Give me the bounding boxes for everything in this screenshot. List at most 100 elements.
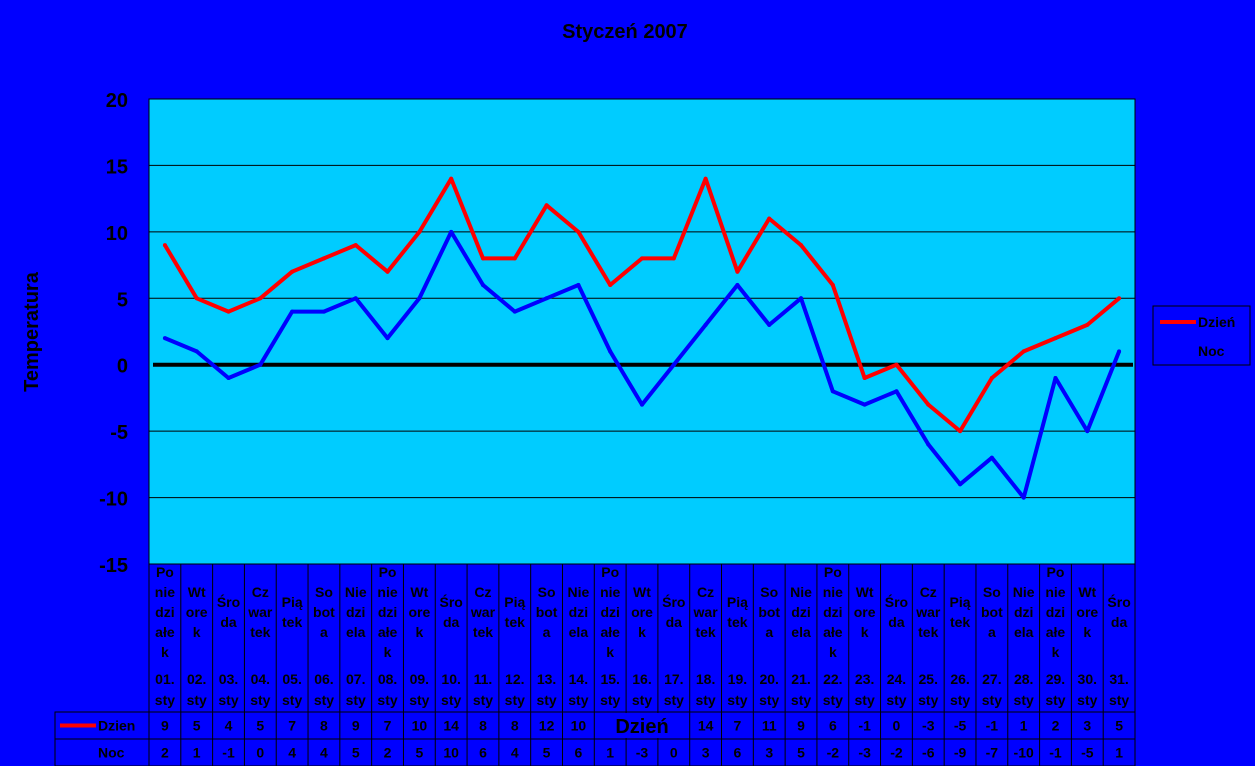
month-label: sty [568,692,588,708]
month-label: sty [346,692,366,708]
x-axis-label: Dzień [615,716,668,738]
data-table-value: 1 [1020,718,1028,734]
weekday-label: war [693,604,719,620]
weekday-label: So [315,584,333,600]
weekday-label: ela [346,624,366,640]
data-table-value: -1 [986,718,999,734]
data-table-value: -1 [1049,745,1062,761]
month-label: sty [155,692,175,708]
series-lines [162,176,1122,500]
data-point [544,296,549,301]
weekday-label: Pią [504,594,525,610]
weekday-label: Wt [188,584,206,600]
data-table-value: 7 [288,718,296,734]
weekday-label: k [606,644,614,660]
data-point [576,283,581,287]
weekday-label: Śro [217,593,240,610]
month-label: sty [886,692,906,708]
month-label: sty [759,692,779,708]
weekday-label: Nie [790,584,812,600]
weekday-label: Cz [252,584,269,600]
month-label: sty [918,692,938,708]
weekday-label: ałe [600,624,620,640]
weekday-label: ałe [823,624,843,640]
weekday-label: dzi [1046,604,1065,620]
data-table-value: 1 [606,745,614,761]
weekday-label: ore [186,604,208,620]
weekday-label: k [1052,644,1060,660]
date-label: 13. [537,671,556,687]
weekday-label: dzi [791,604,810,620]
weekday-label: nie [823,584,843,600]
data-point [926,402,931,407]
weekday-label: a [543,624,551,640]
date-label: 28. [1014,671,1033,687]
data-table-value: -2 [827,745,840,761]
data-table-value: -3 [858,745,871,761]
data-point [894,362,899,367]
weekday-label: ore [408,604,430,620]
weekday-label: bot [313,604,335,620]
category-table-frame [148,563,1136,713]
month-label: sty [314,692,334,708]
month-label: sty [791,692,811,708]
date-label: 17. [664,671,683,687]
weekday-label: ałe [155,624,175,640]
data-table-value: 8 [479,718,487,734]
data-table-value: 3 [765,745,773,761]
data-table-series-label: Noc [98,745,125,761]
data-point [830,389,835,394]
category-table: Poniedziałek01.styWtorek02.styŚroda03.st… [148,563,1136,713]
data-table-series-label: Dzien [98,718,135,734]
data-point [1085,322,1090,327]
weekday-label: da [220,614,237,630]
data-table-value: 6 [479,745,487,761]
y-tick-label: 15 [106,156,128,178]
weekday-label: Nie [345,584,367,600]
weekday-label: k [829,644,837,660]
plot-area [149,99,1135,564]
data-table-value: -10 [1014,745,1034,761]
data-point [1021,495,1026,500]
data-table-row [54,711,1136,740]
weekday-label: Nie [1013,584,1035,600]
y-axis-ticks: 20 15 10 5 0 -5 -10 -15 [99,90,128,577]
date-label: 05. [282,671,301,687]
date-label: 14. [569,671,588,687]
date-label: 21. [791,671,810,687]
weekday-label: Po [824,564,842,580]
weekday-label: dzi [1014,604,1033,620]
data-table-value: 4 [225,718,233,734]
data-table-value: 9 [161,718,169,734]
data-table-value: -1 [222,745,235,761]
data-table-value: 5 [1115,718,1123,734]
data-point [480,283,485,287]
data-point [703,176,708,181]
y-tick-label: 5 [117,289,128,311]
weekday-label: dzi [569,604,588,620]
data-point [608,349,613,354]
month-label: sty [600,692,620,708]
data-table-value: 6 [734,745,742,761]
data-table-value: 10 [571,718,587,734]
data-point [512,256,517,261]
weekday-label: Cz [920,584,937,600]
weekday-label: tek [727,614,747,630]
y-tick-label: -5 [110,422,128,444]
data-table-value: 7 [384,718,392,734]
weekday-label: tek [950,614,970,630]
weekday-label: ore [1076,604,1098,620]
date-label: 03. [219,671,238,687]
data-table: Dzien9545789710148812106881471196-10-3-5… [54,711,1136,766]
data-point [385,336,390,341]
month-label: sty [1109,692,1129,708]
weekday-label: Po [1047,564,1065,580]
y-tick-label: 0 [117,356,128,378]
weekday-label: bot [758,604,780,620]
data-table-value: -3 [922,718,935,734]
weekday-label: da [888,614,905,630]
date-label: 23. [855,671,874,687]
weekday-label: k [638,624,646,640]
weekday-label: dzi [155,604,174,620]
weekday-label: Śro [439,593,462,610]
